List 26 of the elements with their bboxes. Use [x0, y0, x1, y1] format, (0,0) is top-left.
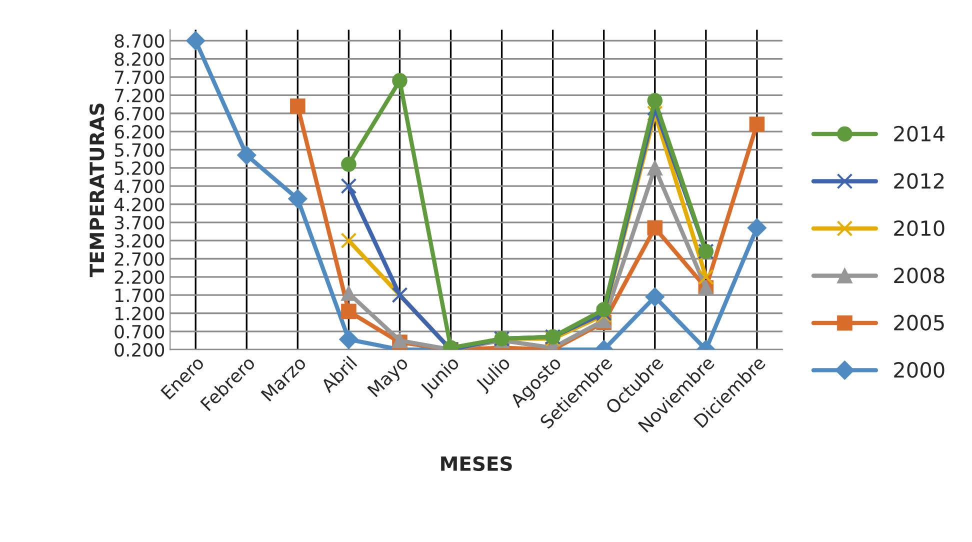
y-tick-label: 3.700	[114, 216, 164, 230]
y-tick-label: 8.200	[114, 52, 164, 66]
y-tick-label: 1.200	[116, 306, 164, 320]
y-tick-label: 4.200	[114, 198, 164, 212]
legend-label: 2014	[894, 126, 944, 142]
y-tick-label: 8.700	[114, 34, 164, 48]
legend-label: 2005	[894, 314, 944, 331]
y-tick-label: 5.700	[114, 143, 164, 157]
y-tick-label: 3.200	[114, 234, 164, 248]
y-tick-label: 4.700	[114, 180, 164, 194]
y-tick-label: 1.700	[116, 288, 164, 302]
x-axis-title: MESES	[441, 456, 512, 471]
legend-label: 2012	[894, 173, 944, 189]
y-tick-label: 5.200	[114, 161, 164, 176]
y-tick-label: 7.200	[115, 88, 164, 102]
y-tick-label: 0.700	[114, 324, 164, 339]
y-tick-label: 6.200	[114, 125, 164, 139]
y-tick-label: 0.200	[114, 343, 164, 357]
legend-label: 2010	[894, 220, 944, 236]
legend-label: 2000	[894, 362, 944, 378]
legend-label: 2008	[894, 268, 944, 284]
y-axis-title: TEMPERATURAS	[90, 104, 104, 278]
y-tick-label: 2.700	[114, 252, 164, 266]
y-tick-label: 2.200	[114, 270, 164, 284]
y-tick-label: 6.700	[114, 106, 164, 121]
y-tick-label: 7.700	[115, 70, 164, 84]
